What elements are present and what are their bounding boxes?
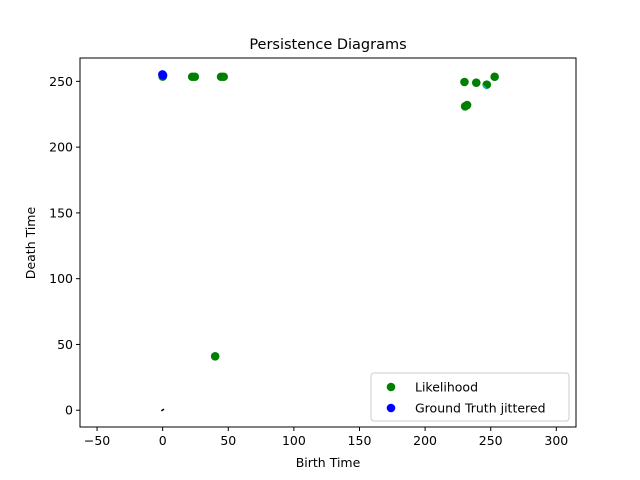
x-axis-label: Birth Time xyxy=(296,455,361,470)
axes-frame xyxy=(79,57,577,428)
x-tick-label: 0 xyxy=(159,433,167,448)
data-point xyxy=(210,351,220,361)
data-point xyxy=(490,72,499,82)
x-tick-label: 150 xyxy=(348,433,372,448)
plot-area: −50 0 50 100 150 200 250 300 0 50 100 150 200 250 Like… xyxy=(49,57,577,448)
y-tick-label: 150 xyxy=(49,205,73,220)
chart-title: Persistence Diagrams xyxy=(249,37,406,53)
data-point xyxy=(190,72,200,82)
data-point xyxy=(158,70,167,79)
legend: Likelihood Ground Truth jittered xyxy=(370,372,570,422)
y-axis-label: Death Time xyxy=(23,207,38,280)
y-tick-label: 250 xyxy=(49,74,73,89)
segment-mark xyxy=(482,84,488,90)
x-tick-label: 100 xyxy=(282,433,306,448)
legend-label: Likelihood xyxy=(415,380,478,395)
y-tick-label: 100 xyxy=(49,271,73,286)
y-tick-label: 50 xyxy=(57,337,73,352)
data-point xyxy=(471,78,481,87)
legend-label: Ground Truth jittered xyxy=(415,401,546,416)
series-2-points xyxy=(158,70,168,80)
data-point xyxy=(462,100,472,110)
x-tick-label: 200 xyxy=(413,433,437,448)
y-tick-label: 0 xyxy=(65,403,73,418)
x-tick-label: 300 xyxy=(544,433,568,448)
data-point xyxy=(460,77,469,87)
legend-marker xyxy=(386,403,396,413)
segment-mark xyxy=(160,408,165,412)
data-point xyxy=(219,72,228,82)
x-tick-label: 250 xyxy=(479,433,503,448)
x-tick-label: −50 xyxy=(84,433,110,448)
legend-marker xyxy=(386,382,396,392)
legend-box xyxy=(370,372,570,422)
y-tick-label: 200 xyxy=(49,140,73,155)
data-point xyxy=(482,80,492,89)
x-tick-label: 50 xyxy=(220,433,236,448)
